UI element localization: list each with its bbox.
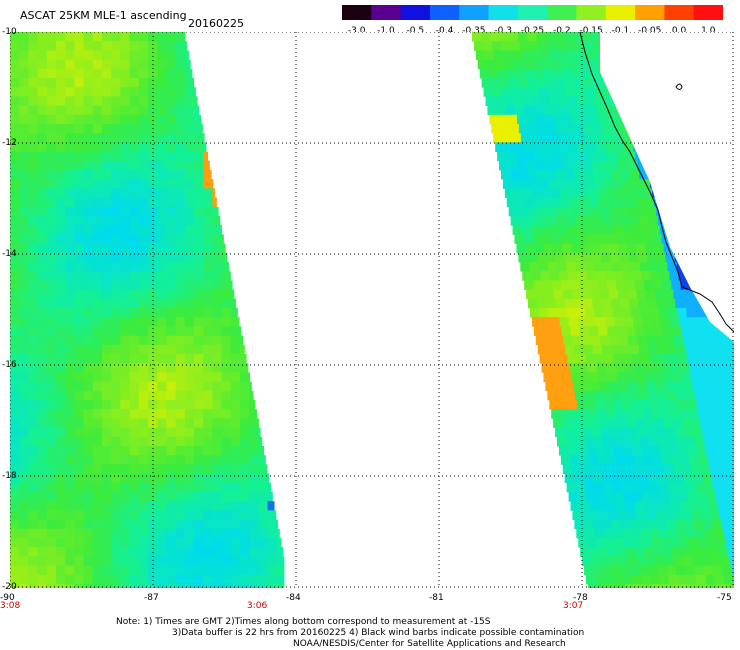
color-scale-tick-label: -0.5	[406, 26, 425, 36]
color-scale-tick-label: -0.25	[520, 26, 545, 36]
color-swatch	[605, 5, 636, 20]
product-date: 20160225	[188, 17, 244, 30]
lat-label: -12	[2, 138, 17, 148]
color-scale-tick-label: 0.0	[671, 26, 687, 36]
color-scale-tick-label: -0.35	[462, 26, 486, 36]
color-swatch	[664, 5, 695, 20]
note-line-1: Note: 1) Times are GMT 2)Times along bot…	[116, 617, 491, 627]
color-swatch	[342, 5, 372, 20]
lon-label: -81	[429, 593, 444, 603]
note-line-2: 3)Data buffer is 22 hrs from 20160225 4)…	[172, 628, 585, 638]
lat-label: -18	[2, 471, 17, 481]
pass-time: 3:06	[247, 601, 268, 611]
color-swatch	[488, 5, 519, 20]
color-scale-tick-label: -0.05	[638, 26, 662, 36]
pass-time: 3:08	[0, 601, 21, 611]
lon-label: -84	[286, 593, 301, 603]
color-swatch	[547, 5, 577, 20]
lon-label: -75	[717, 593, 732, 603]
color-scale-bar	[342, 5, 723, 20]
lat-label: -14	[2, 249, 17, 259]
wind-swath-map	[10, 32, 734, 588]
color-swatch	[635, 5, 665, 20]
color-scale-tick-label: -0.4	[435, 26, 454, 36]
color-scale-tick-label: -0.15	[579, 26, 603, 36]
color-scale-tick-label: -1.0	[377, 26, 395, 36]
color-swatch	[693, 5, 723, 20]
color-scale-tick-label: -0.3	[494, 26, 512, 36]
lat-label: -10	[2, 27, 17, 37]
color-swatch	[459, 5, 490, 20]
color-swatch	[429, 5, 460, 20]
color-scale-tick-label: -0.2	[553, 26, 571, 36]
color-scale-tick-label: 1.0	[701, 26, 716, 36]
product-title: ASCAT 25KM MLE-1 ascending	[20, 9, 187, 22]
lon-label: -87	[144, 593, 159, 603]
color-scale-tick-label: -0.1	[611, 26, 630, 36]
color-swatch	[400, 5, 431, 20]
lat-lon-grid	[10, 32, 734, 588]
color-swatch	[517, 5, 548, 20]
color-swatch	[371, 5, 402, 20]
land-area	[600, 32, 734, 342]
lat-label: -20	[2, 582, 17, 592]
note-line-3: NOAA/NESDIS/Center for Satellite Applica…	[293, 639, 566, 649]
lat-label: -16	[2, 360, 17, 370]
coastline	[579, 32, 734, 333]
lon-label: -90	[0, 593, 15, 603]
island-outline	[675, 83, 683, 90]
color-swatch	[576, 5, 607, 20]
color-scale-tick-label: -3.0	[347, 26, 366, 36]
lon-label: -78	[573, 593, 588, 603]
pass-time: 3:07	[563, 601, 584, 611]
wind-swath	[10, 32, 285, 588]
